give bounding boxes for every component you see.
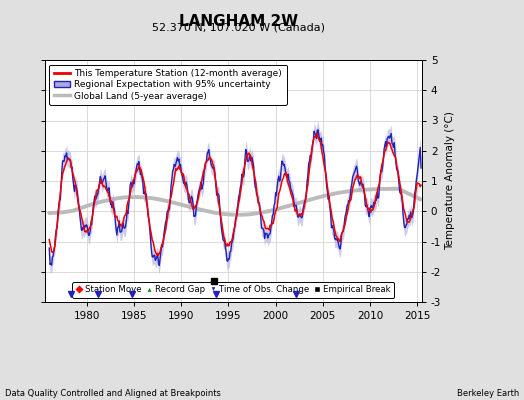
Text: 52.370 N, 107.020 W (Canada): 52.370 N, 107.020 W (Canada) bbox=[152, 22, 325, 32]
Legend: Station Move, Record Gap, Time of Obs. Change, Empirical Break: Station Move, Record Gap, Time of Obs. C… bbox=[72, 282, 395, 298]
Y-axis label: Temperature Anomaly (°C): Temperature Anomaly (°C) bbox=[445, 112, 455, 250]
Text: Data Quality Controlled and Aligned at Breakpoints: Data Quality Controlled and Aligned at B… bbox=[5, 389, 221, 398]
Text: Berkeley Earth: Berkeley Earth bbox=[456, 389, 519, 398]
Text: LANGHAM 2W: LANGHAM 2W bbox=[179, 14, 298, 29]
